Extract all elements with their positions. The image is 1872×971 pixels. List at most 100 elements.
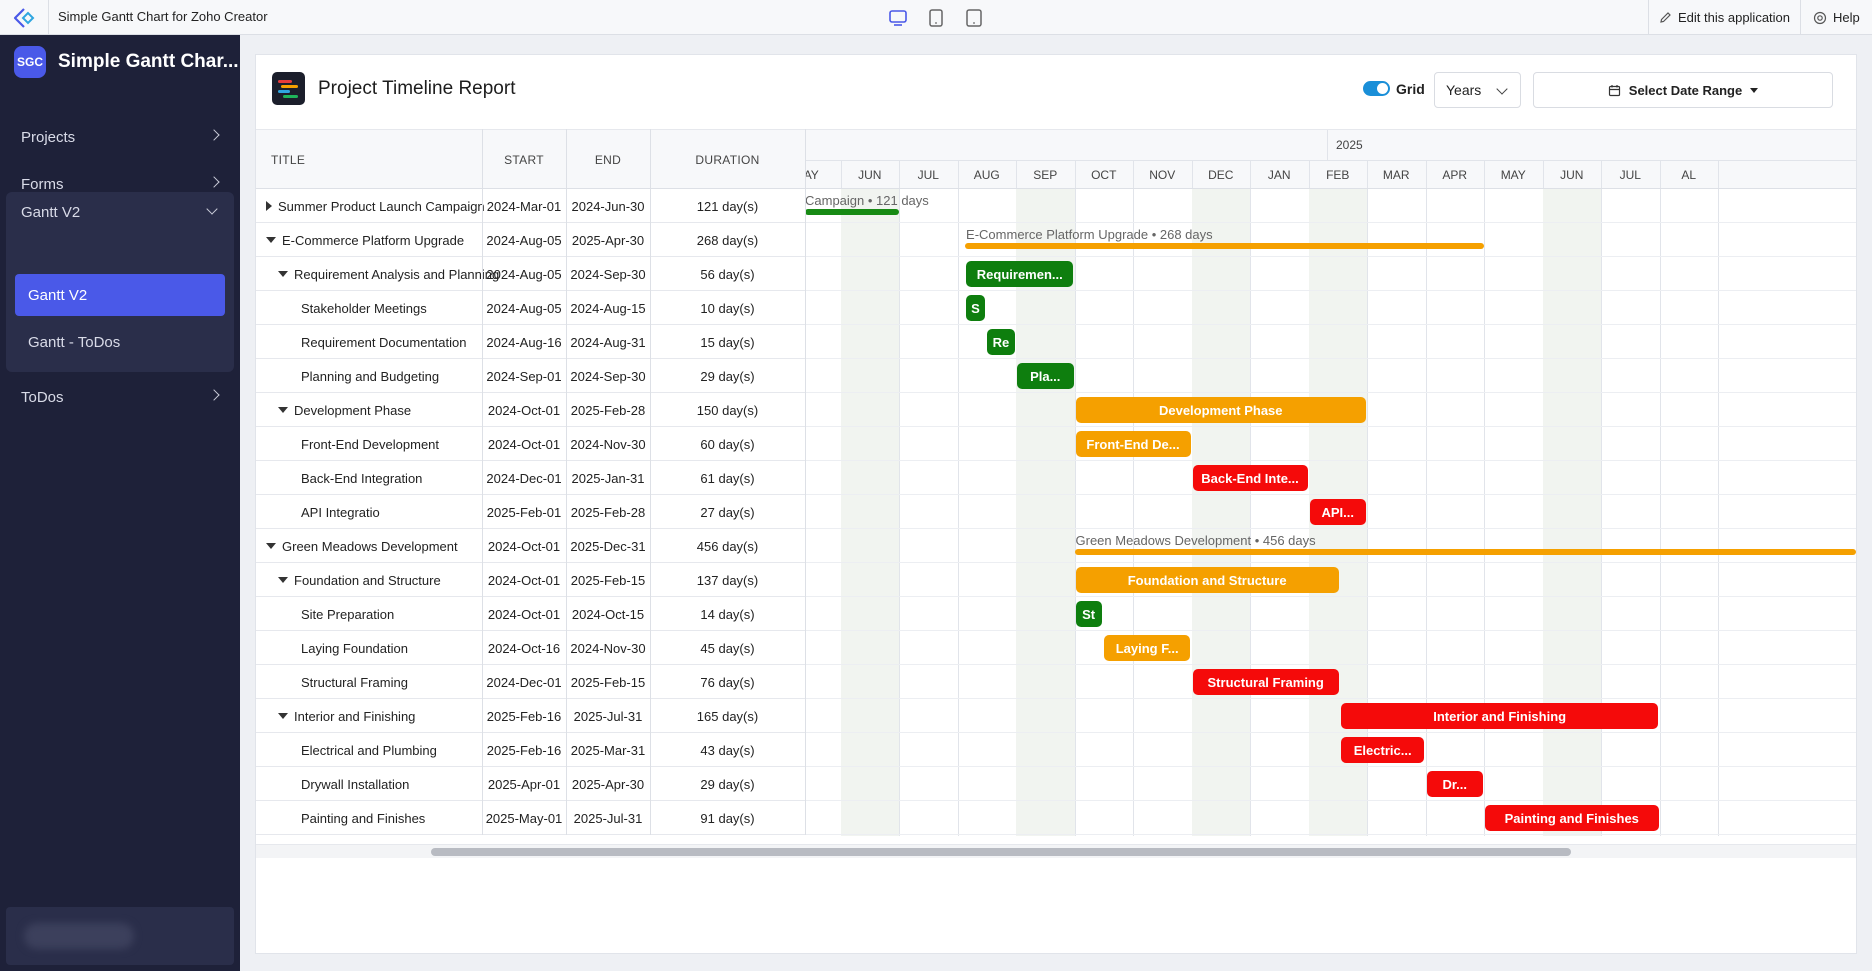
scrollbar-thumb[interactable] [431, 848, 1571, 856]
task-bar-label: Structural Framing [1207, 674, 1324, 690]
month-divider [1484, 160, 1485, 188]
task-bar[interactable]: Back-End Inte... [1192, 465, 1308, 491]
task-bar[interactable]: Foundation and Structure [1075, 567, 1339, 593]
task-bar[interactable]: Dr... [1426, 771, 1483, 797]
grid-line [1250, 189, 1251, 836]
task-bar-label: Interior and Finishing [1433, 708, 1567, 724]
collapse-arrow-icon[interactable] [266, 237, 276, 243]
task-bar[interactable]: Development Phase [1075, 397, 1366, 423]
row-separator [805, 528, 1856, 529]
select-date-range-button[interactable]: Select Date Range [1533, 72, 1833, 108]
tablet-view-icon[interactable] [925, 7, 947, 29]
column-header-start[interactable]: START [504, 153, 544, 167]
grid-toggle[interactable] [1363, 81, 1390, 96]
summary-bar[interactable] [965, 243, 1484, 249]
task-bar[interactable]: Interior and Finishing [1340, 703, 1659, 729]
row-separator [805, 290, 1856, 291]
edit-application-button[interactable]: Edit this application [1648, 0, 1800, 35]
mobile-view-icon[interactable] [963, 7, 985, 29]
collapse-arrow-icon[interactable] [266, 543, 276, 549]
month-divider [840, 160, 842, 188]
task-bar[interactable]: Requiremen... [966, 261, 1074, 287]
calendar-icon [1608, 84, 1620, 96]
table-header: TITLE START END DURATION [256, 129, 805, 189]
task-bar-label: Dr... [1442, 776, 1468, 792]
month-label: JUL [1619, 168, 1641, 182]
row-separator [805, 766, 1856, 767]
column-header-duration[interactable]: DURATION [695, 153, 760, 167]
month-divider [1016, 160, 1017, 188]
month-label: FEB [1326, 168, 1350, 182]
task-bar[interactable]: API... [1309, 499, 1366, 525]
task-end-cell: 2025-Jan-31 [571, 470, 645, 486]
horizontal-scrollbar[interactable] [256, 844, 1856, 858]
task-bar[interactable]: St [1075, 601, 1102, 627]
app-brand[interactable]: SGC Simple Gantt Char... [14, 46, 239, 78]
expand-arrow-icon[interactable] [266, 201, 272, 211]
sidebar-subitem-label: Gantt V2 [28, 286, 88, 304]
task-bar[interactable]: Pla... [1017, 363, 1074, 389]
collapse-arrow-icon[interactable] [278, 577, 288, 583]
collapse-arrow-icon[interactable] [278, 271, 288, 277]
caret-down-icon [1750, 87, 1759, 93]
sidebar-subitem-gantt-v2[interactable]: Gantt V2 [15, 274, 225, 316]
row-separator [805, 460, 1856, 461]
sidebar-item-gantt-v2[interactable]: Gantt V2 [6, 192, 234, 232]
task-duration-cell: 14 day(s) [700, 606, 755, 622]
task-end-cell: 2024-Aug-15 [570, 300, 646, 316]
gantt-chart: TITLE START END DURATION 2025 AY JUN JUL AU… [256, 129, 1856, 929]
task-duration-cell: 10 day(s) [700, 300, 755, 316]
row-separator [805, 494, 1856, 495]
task-bar[interactable]: S [966, 295, 985, 321]
collapse-arrow-icon[interactable] [278, 407, 288, 413]
help-button[interactable]: Help [1800, 0, 1872, 35]
sidebar-item-projects[interactable]: Projects [0, 117, 240, 157]
timeline-header: 2025 AY JUN JUL AUG SEP OCT NOV DEC JAN FEB MAR APR… [805, 129, 1856, 189]
grid-column-shade [1542, 189, 1601, 836]
row-separator [805, 426, 1856, 427]
month-divider [1425, 160, 1427, 188]
column-header-title[interactable]: TITLE [271, 153, 306, 167]
table-row[interactable]: Interior and Finishing 2025-Feb-16 2025-Ju… [256, 699, 1856, 733]
task-title-cell: Requirement Analysis and Planning [278, 257, 499, 291]
task-bar[interactable]: Electric... [1340, 737, 1425, 763]
month-label: AY [805, 168, 819, 182]
sidebar-item-forms[interactable]: Forms [0, 164, 240, 204]
desktop-view-icon[interactable] [887, 7, 909, 29]
row-separator [805, 732, 1856, 733]
task-bar[interactable]: Laying F... [1103, 635, 1191, 661]
task-bar[interactable]: Re [986, 329, 1015, 355]
task-duration-cell: 456 day(s) [696, 538, 759, 554]
task-duration-cell: 60 day(s) [700, 436, 755, 452]
task-bar[interactable]: Structural Framing [1192, 669, 1339, 695]
task-title-cell: Structural Framing [301, 665, 408, 699]
task-end-cell: 2025-Feb-28 [570, 504, 646, 520]
month-label: MAR [1382, 168, 1410, 182]
summary-bar[interactable] [1074, 549, 1856, 555]
row-separator [805, 596, 1856, 597]
grid-column-shade [1191, 189, 1250, 836]
column-header-end[interactable]: END [594, 153, 622, 167]
month-divider [1250, 160, 1251, 188]
task-start-cell: 2024-Oct-01 [487, 606, 561, 622]
user-profile[interactable] [6, 907, 234, 965]
task-start-cell: 2024-Aug-05 [486, 232, 562, 248]
task-start-cell: 2024-Mar-01 [486, 198, 562, 214]
summary-bar[interactable] [805, 209, 899, 215]
task-title-cell: Back-End Integration [301, 461, 422, 495]
task-end-cell: 2025-Dec-31 [570, 538, 646, 554]
zoho-creator-logo-icon[interactable] [12, 7, 36, 29]
task-bar[interactable]: Front-End De... [1075, 431, 1191, 457]
sidebar-item-todos[interactable]: ToDos [0, 377, 240, 417]
collapse-arrow-icon[interactable] [278, 713, 288, 719]
task-start-cell: 2025-Feb-01 [486, 504, 562, 520]
user-avatar [24, 923, 134, 949]
time-scale-select[interactable]: Years [1434, 72, 1521, 108]
month-divider [1191, 160, 1193, 188]
task-start-cell: 2024-Sep-01 [486, 368, 562, 384]
month-divider [1308, 160, 1310, 188]
sidebar-subitem-gantt-todos[interactable]: Gantt - ToDos [15, 321, 225, 363]
task-bar[interactable]: Painting and Finishes [1485, 805, 1659, 831]
sidebar-item-label: ToDos [21, 388, 64, 406]
time-scale-value: Years [1446, 82, 1482, 98]
